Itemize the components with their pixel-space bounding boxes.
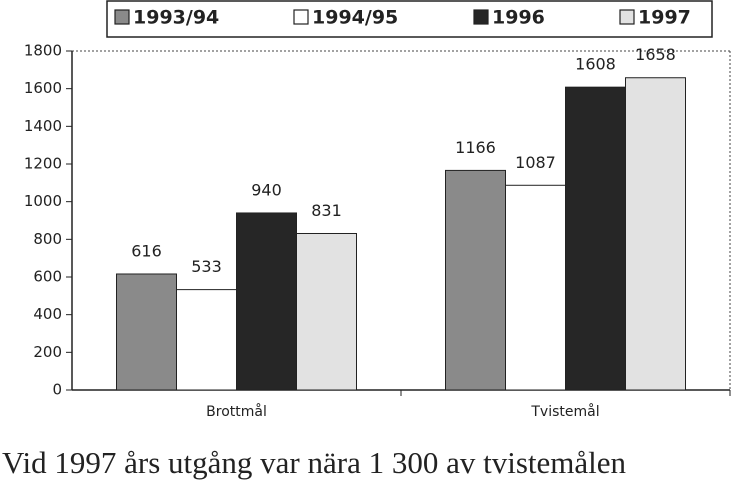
value-label: 616 <box>131 241 162 260</box>
value-label: 1166 <box>455 138 496 157</box>
y-tick-label: 800 <box>33 230 62 248</box>
y-tick-label: 600 <box>33 268 62 286</box>
y-tick-label: 0 <box>52 381 62 399</box>
x-tick-label: Tvistemål <box>530 403 599 420</box>
legend-label: 1997 <box>638 7 691 29</box>
bar <box>505 184 566 391</box>
y-tick-label: 1400 <box>24 117 62 135</box>
legend-label: 1993/94 <box>133 7 219 29</box>
y-tick-label: 1000 <box>24 192 62 210</box>
caption: Vid 1997 års utgång var nära 1 300 av tv… <box>2 445 626 480</box>
y-tick-label: 400 <box>33 305 62 323</box>
legend-swatch <box>114 9 130 25</box>
legend-swatch <box>293 9 309 25</box>
legend-swatch <box>473 9 489 25</box>
bar <box>176 289 237 391</box>
value-label: 1608 <box>575 55 616 74</box>
bar <box>296 232 357 391</box>
legend-label: 1996 <box>492 7 545 29</box>
bar <box>565 86 626 391</box>
y-tick-label: 200 <box>33 343 62 361</box>
value-label: 533 <box>191 257 222 276</box>
bar <box>116 273 177 391</box>
legend-label: 1994/95 <box>312 7 398 29</box>
y-tick-label: 1800 <box>24 42 62 60</box>
legend-box <box>106 0 713 38</box>
value-label: 831 <box>311 201 342 220</box>
legend-swatch <box>619 9 635 25</box>
bar <box>445 169 506 391</box>
y-tick-label: 1200 <box>24 155 62 173</box>
value-label: 1087 <box>515 153 556 172</box>
x-tick-label: Brottmål <box>206 403 267 420</box>
y-tick-label: 1600 <box>24 79 62 97</box>
value-label: 1658 <box>635 45 676 64</box>
bar <box>625 77 686 391</box>
value-label: 940 <box>251 180 282 199</box>
bar <box>236 212 297 391</box>
